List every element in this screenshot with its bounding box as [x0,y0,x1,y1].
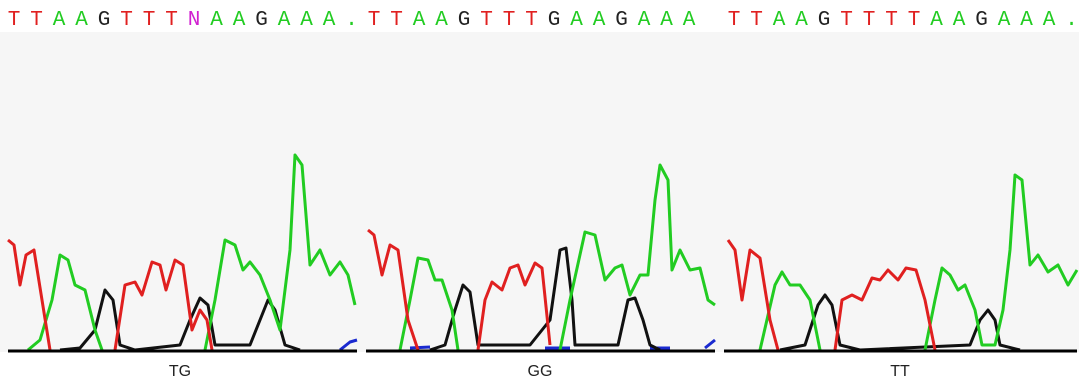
base-call: A [998,9,1011,32]
base-call: T [728,9,741,32]
base-call: T [165,9,178,32]
base-call: T [840,9,853,32]
base-call: A [570,9,583,32]
base-call: A [638,9,651,32]
base-call: T [525,9,538,32]
base-call: G [615,9,628,32]
base-call: A [795,9,808,32]
figure: TTAAGTTTNAAGAAA.TGTTAAGTTTGAAGAAAGGTTAAG… [0,0,1079,383]
base-call: T [480,9,493,32]
base-call: . [345,9,358,32]
base-call: T [750,9,763,32]
base-call: A [300,9,313,32]
base-call: A [323,9,336,32]
base-call: G [98,9,111,32]
base-call: . [1065,9,1078,32]
base-call: A [278,9,291,32]
base-call: G [458,9,471,32]
base-call: G [975,9,988,32]
base-call: A [593,9,606,32]
base-call: T [368,9,381,32]
background [0,32,1079,352]
base-call: A [413,9,426,32]
base-call: A [1043,9,1056,32]
base-call: A [210,9,223,32]
base-call: T [885,9,898,32]
genotype-label: GG [528,363,553,380]
base-call: N [188,9,201,32]
base-call: T [503,9,516,32]
base-call: A [953,9,966,32]
base-call: T [120,9,133,32]
genotype-label: TG [169,363,191,380]
base-call: A [773,9,786,32]
base-call: A [660,9,673,32]
base-call: T [390,9,403,32]
base-call: T [8,9,21,32]
base-call: T [143,9,156,32]
base-call: G [548,9,561,32]
base-call: A [233,9,246,32]
base-call: A [930,9,943,32]
base-call: T [908,9,921,32]
genotype-label: TT [890,363,910,380]
base-call: A [1020,9,1033,32]
base-call: A [75,9,88,32]
base-call: T [863,9,876,32]
base-call: T [30,9,43,32]
base-call: A [683,9,696,32]
base-call: A [53,9,66,32]
base-call: A [435,9,448,32]
page: TTAAGTTTNAAGAAA.TGTTAAGTTTGAAGAAAGGTTAAG… [0,0,1079,383]
base-call: G [818,9,831,32]
base-call: G [255,9,268,32]
